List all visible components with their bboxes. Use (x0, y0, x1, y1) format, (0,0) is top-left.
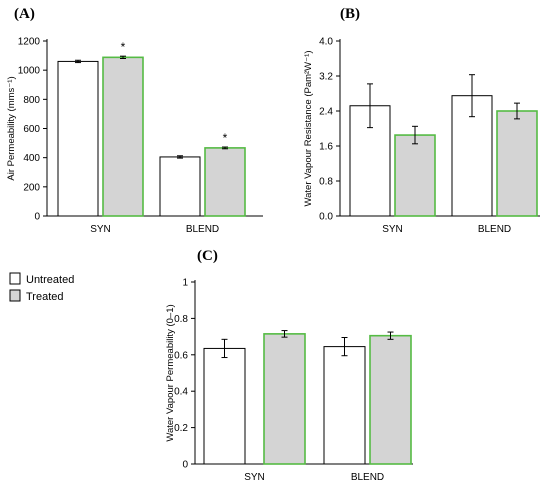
panel-b-bar-blend-treated (496, 110, 538, 217)
legend: Untreated Treated (9, 272, 74, 303)
panel-a-ytick-label: 1000 (18, 66, 41, 77)
panel-b-ylabel: Water Vapour Resistance (Pam²W⁻¹) (303, 51, 314, 207)
panel-c-xtick-label-blend: BLEND (351, 472, 384, 483)
panel-b-ytick-label: 2.4 (319, 107, 333, 118)
panel-c-ytick-label: 0.6 (174, 350, 188, 361)
panel-c-bar-blend-untreated (323, 346, 366, 465)
panel-c-label: (C) (197, 248, 218, 264)
panel-a-bar-blend-untreated (159, 156, 201, 217)
panel-a: (A) 0 200 400 600 800 1000 1200 Air Permeability… (6, 6, 263, 235)
panel-a-ylabel: Air Permeability (mms⁻¹) (6, 76, 17, 180)
panel-b-ytick-label: 1.6 (319, 142, 333, 153)
panel-a-xtick-label-syn: SYN (90, 224, 111, 235)
panel-b-ytick-label: 3.2 (319, 72, 333, 83)
panel-b-ytick-label: 0.0 (319, 212, 333, 223)
legend-label-treated: Treated (26, 291, 64, 303)
legend-swatch-treated (9, 289, 21, 302)
panel-a-ytick-label: 600 (23, 124, 40, 135)
panel-a-ytick-label: 400 (23, 153, 40, 164)
panel-c-ytick-label: 0.2 (174, 423, 188, 434)
panel-a-bar-syn-treated (102, 56, 144, 217)
panel-a-bar-blend-treated (204, 147, 246, 217)
panel-c-ytick-label: 0 (182, 460, 188, 471)
panel-c-ylabel: Water Vapour Permeability (0–1) (165, 304, 176, 441)
panel-b-bar-syn-treated (394, 134, 436, 217)
panel-c-bar-syn-treated (263, 333, 306, 465)
panel-b-label: (B) (340, 6, 360, 22)
panel-c-xtick-label-syn: SYN (244, 472, 265, 483)
panel-a-ytick-label: 0 (34, 212, 40, 223)
panel-b-ytick-label: 4.0 (319, 37, 333, 48)
panel-c-ytick-label: 0.8 (174, 314, 188, 325)
panel-a-ytick-label: 800 (23, 95, 40, 106)
panel-b-ytick-label: 0.8 (319, 177, 333, 188)
panel-b-xtick-label-blend: BLEND (478, 224, 511, 235)
panel-b: (B) 0.0 0.8 1.6 2.4 3.2 4.0 Water Vapour Resist… (303, 6, 540, 235)
panel-a-significance-syn: * (121, 40, 126, 54)
legend-label-untreated: Untreated (26, 274, 74, 286)
panel-a-significance-blend: * (223, 131, 228, 145)
panel-a-label: (A) (14, 6, 35, 22)
panel-c: (C) 0 0.2 0.4 0.6 0.8 1 Water Vapour Permeabili… (165, 248, 413, 483)
panel-b-xtick-label-syn: SYN (382, 224, 403, 235)
panel-a-xtick-label-blend: BLEND (186, 224, 219, 235)
panel-a-bar-syn-untreated (57, 60, 99, 217)
panel-c-bar-syn-untreated (203, 347, 246, 465)
panel-a-ytick-label: 200 (23, 182, 40, 193)
panel-c-ytick-label: 1 (182, 278, 188, 289)
panel-c-ytick-label: 0.4 (174, 387, 188, 398)
panel-c-bar-blend-treated (369, 334, 412, 465)
panel-a-ytick-label: 1200 (18, 37, 41, 48)
legend-swatch-untreated (9, 272, 21, 285)
